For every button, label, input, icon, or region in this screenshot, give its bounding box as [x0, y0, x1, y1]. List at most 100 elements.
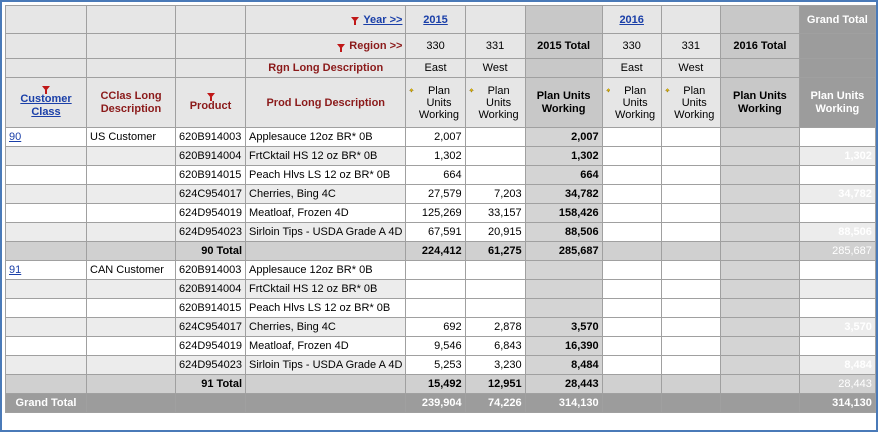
prod-desc-cell: FrtCktail HS 12 oz BR* 0B — [245, 146, 407, 166]
customer-class-link[interactable]: Customer Class — [20, 93, 72, 118]
value-cell: 7,203 — [464, 184, 526, 204]
header-blank — [86, 5, 176, 34]
product-cell: 620B914003 — [174, 260, 247, 280]
measure-toggle-icon[interactable] — [664, 85, 670, 95]
year-total-cell: 8,484 — [524, 355, 603, 375]
filter-icon[interactable] — [337, 43, 346, 52]
grand-total-value: 314,130 — [524, 393, 603, 413]
header-blank — [5, 33, 87, 59]
grand-total-label: Grand Total — [5, 393, 87, 413]
table-row: 624D954019 Meatloaf, Frozen 4D 9,546 6,843 1… — [5, 336, 876, 356]
customer-class-cell[interactable]: 91 — [5, 260, 87, 280]
customer-class-cell — [5, 165, 87, 185]
table-row: 624C954017 Cherries, Bing 4C 692 2,878 3,570… — [5, 317, 876, 337]
value-cell: 5,253 — [405, 355, 466, 375]
value-cell — [660, 260, 721, 280]
subtotal-blank — [5, 241, 87, 261]
region-code: 330 — [405, 33, 466, 59]
region-dimension-header[interactable]: Region >> — [245, 33, 407, 59]
year-total-cell — [719, 127, 800, 147]
pivot-table: Year >> 2015 2016 Grand Total Region >> … — [5, 5, 876, 413]
filter-icon[interactable] — [206, 92, 215, 101]
value-cell — [464, 279, 526, 299]
cclas-desc-cell — [86, 336, 176, 356]
measure-toggle-icon[interactable] — [468, 85, 474, 95]
subtotal-blank — [86, 241, 176, 261]
table-row: 620B914004 FrtCktail HS 12 oz BR* 0B 1,302… — [5, 146, 876, 166]
value-cell — [601, 222, 662, 242]
value-cell — [601, 279, 662, 299]
year-total-cell: 664 — [524, 165, 603, 185]
prod-desc-cell: Peach Hlvs LS 12 oz BR* 0B — [245, 298, 407, 318]
prod-desc-cell: Applesauce 12oz BR* 0B — [245, 260, 407, 280]
prod-desc-cell: Cherries, Bing 4C — [245, 317, 407, 337]
value-cell — [660, 184, 721, 204]
customer-class-cell — [5, 298, 87, 318]
filter-icon[interactable] — [351, 17, 360, 26]
measure-label: Plan Units Working — [418, 84, 460, 121]
subtotal-value: 12,951 — [464, 374, 526, 394]
cclas-desc-cell — [86, 298, 176, 318]
grand-total-value — [719, 393, 800, 413]
product-cell: 624D954019 — [174, 336, 247, 356]
value-cell — [464, 127, 526, 147]
value-cell: 125,269 — [405, 203, 466, 223]
year-total-cell: 2,007 — [524, 127, 603, 147]
value-cell — [660, 355, 721, 375]
grand-total-cell — [798, 260, 876, 280]
filter-icon[interactable] — [42, 86, 50, 94]
header-blank — [5, 5, 87, 34]
value-cell — [601, 127, 662, 147]
grand-total-value — [601, 393, 662, 413]
region-code: 330 — [601, 33, 662, 59]
value-cell: 67,591 — [405, 222, 466, 242]
grand-total-blank — [86, 393, 176, 413]
year-dimension-header[interactable]: Year >> — [245, 5, 407, 34]
year-total-cell — [719, 146, 800, 166]
cclas-desc-cell: CAN Customer — [86, 260, 176, 280]
table-row: 624C954017 Cherries, Bing 4C 27,579 7,203 34… — [5, 184, 876, 204]
measure-header[interactable]: Plan Units Working — [660, 77, 721, 128]
measure-header[interactable]: Plan Units Working — [405, 77, 466, 128]
product-header[interactable]: Product — [174, 77, 247, 128]
header-blank — [524, 58, 603, 78]
year-total-cell — [524, 279, 603, 299]
value-cell: 3,230 — [464, 355, 526, 375]
header-blank — [86, 33, 176, 59]
cclas-desc-cell — [86, 279, 176, 299]
value-cell — [660, 298, 721, 318]
year-label[interactable]: Year >> — [363, 13, 403, 26]
value-cell — [601, 355, 662, 375]
subtotal-blank — [245, 374, 407, 394]
measure-toggle-icon[interactable] — [605, 85, 611, 95]
year-total-cell — [719, 184, 800, 204]
year-2015-header[interactable]: 2015 — [405, 5, 466, 34]
year-total-cell — [719, 317, 800, 337]
measure-toggle-icon[interactable] — [409, 85, 415, 95]
year-2016-header[interactable]: 2016 — [601, 5, 662, 34]
measure-header[interactable]: Plan Units Working — [601, 77, 662, 128]
customer-class-link[interactable]: 90 — [9, 131, 22, 143]
customer-class-header[interactable]: Customer Class — [5, 77, 87, 128]
prod-desc-cell: Peach Hlvs LS 12 oz BR* 0B — [245, 165, 407, 185]
subtotal-label: 90 Total — [174, 241, 247, 261]
customer-class-link[interactable]: 91 — [9, 264, 22, 276]
customer-class-cell[interactable]: 90 — [5, 127, 87, 147]
value-cell — [464, 298, 526, 318]
grand-total-cell: 1,302 — [798, 146, 876, 166]
measure-header[interactable]: Plan Units Working — [464, 77, 526, 128]
year-total-cell: 88,506 — [524, 222, 603, 242]
header-blank — [524, 5, 603, 34]
table-row: 624D954023 Sirloin Tips - USDA Grade A 4D… — [5, 222, 876, 242]
grand-total-value: 314,130 — [798, 393, 876, 413]
grand-total-value: 239,904 — [405, 393, 466, 413]
year-total-cell: 158,426 — [524, 203, 603, 223]
year-2015-link[interactable]: 2015 — [423, 13, 448, 26]
region-label[interactable]: Region >> — [349, 40, 403, 52]
value-cell — [405, 298, 466, 318]
year-2016-link[interactable]: 2016 — [619, 13, 644, 26]
grand-total-row: Grand Total 239,904 74,226 314,130 314,130 — [5, 393, 876, 413]
customer-class-cell — [5, 203, 87, 223]
cclas-desc-cell — [86, 317, 176, 337]
